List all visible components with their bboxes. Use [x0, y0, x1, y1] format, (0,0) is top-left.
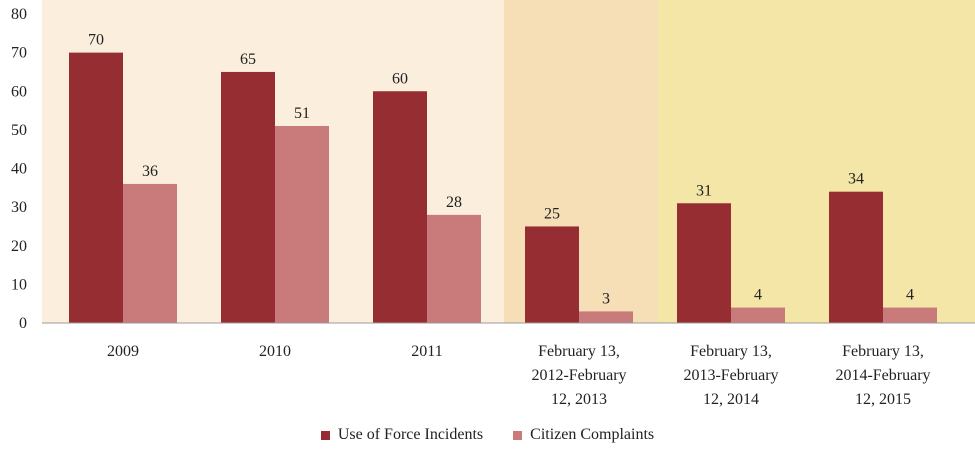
bar-citizen-complaints: [883, 307, 937, 323]
bar-citizen-complaints: [123, 183, 177, 323]
x-tick-label: 2011: [411, 343, 442, 360]
y-tick-label: 40: [11, 161, 27, 178]
x-tick-label: 2014-February: [835, 367, 930, 384]
x-tick-label: 2013-February: [683, 367, 778, 384]
y-tick-label: 80: [11, 6, 27, 23]
x-tick-label: 12, 2014: [703, 391, 759, 408]
y-tick-label: 20: [11, 238, 27, 255]
x-tick-label: 2012-February: [531, 367, 626, 384]
x-tick-label: February 13,: [842, 343, 924, 360]
bar-use-of-force: [221, 71, 275, 323]
legend-swatch-citizen-complaints: [513, 430, 523, 440]
data-label: 4: [754, 287, 762, 304]
bar-use-of-force: [69, 52, 123, 323]
data-label: 4: [906, 287, 914, 304]
legend-item-citizen-complaints: Citizen Complaints: [513, 426, 654, 444]
y-tick-label: 10: [11, 276, 27, 293]
bar-citizen-complaints: [275, 126, 329, 323]
legend-label-citizen-complaints: Citizen Complaints: [530, 426, 655, 443]
data-label: 65: [240, 51, 256, 68]
y-tick-label: 30: [11, 199, 27, 216]
legend-label-use-of-force: Use of Force Incidents: [337, 426, 484, 443]
data-label: 60: [392, 70, 408, 87]
y-tick-label: 0: [19, 315, 27, 332]
y-tick-label: 70: [11, 45, 27, 62]
bar-use-of-force: [677, 203, 731, 323]
bar-citizen-complaints: [427, 214, 481, 323]
x-tick-label: February 13,: [538, 343, 620, 360]
data-label: 70: [88, 32, 104, 49]
y-tick-label: 50: [11, 122, 27, 139]
bar-use-of-force: [829, 191, 883, 323]
bars: [69, 52, 937, 323]
x-tick-label: February 13,: [690, 343, 772, 360]
data-label: 36: [142, 163, 158, 180]
data-label: 34: [848, 171, 864, 188]
bar-use-of-force: [373, 91, 427, 323]
data-label: 25: [544, 205, 560, 222]
x-axis: 2009 2010 2011 February 13, 2012-February 12,…: [42, 322, 975, 408]
x-tick-label: 12, 2015: [855, 391, 911, 408]
legend-swatch-use-of-force: [320, 430, 330, 440]
x-tick-label: 2010: [259, 343, 291, 360]
x-tick-label: 2009: [107, 343, 139, 360]
x-tick-label: 12, 2013: [551, 391, 607, 408]
data-label: 51: [294, 105, 310, 122]
legend: Use of Force Incidents Citizen Complaint…: [0, 426, 975, 444]
bar-use-of-force: [525, 226, 579, 323]
data-label: 28: [446, 194, 462, 211]
bar-citizen-complaints: [579, 311, 633, 323]
legend-item-use-of-force: Use of Force Incidents: [320, 426, 484, 444]
y-axis: 0 10 20 30 40 50 60 70 80: [11, 6, 27, 332]
bar-citizen-complaints: [731, 307, 785, 323]
data-label: 31: [696, 182, 712, 199]
y-tick-label: 60: [11, 83, 27, 100]
data-label: 3: [602, 290, 610, 307]
